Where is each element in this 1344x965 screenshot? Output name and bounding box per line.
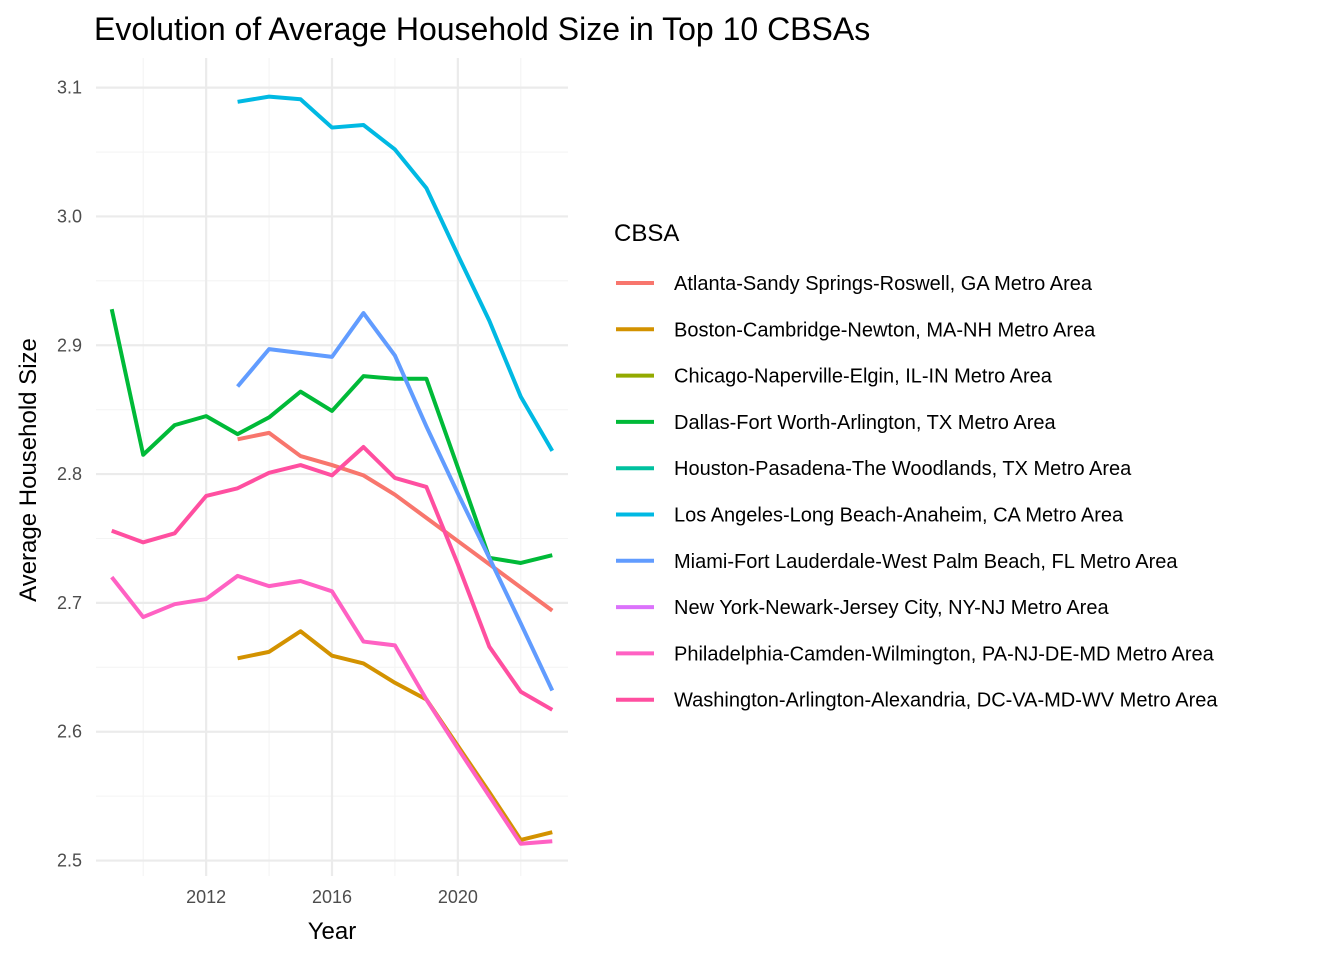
x-axis-title: Year bbox=[308, 918, 357, 945]
legend-label: Miami-Fort Lauderdale-West Palm Beach, F… bbox=[674, 551, 1178, 573]
x-tick-label: 2012 bbox=[186, 887, 226, 907]
legend-label: New York-Newark-Jersey City, NY-NJ Metro… bbox=[674, 597, 1109, 619]
legend-label: Dallas-Fort Worth-Arlington, TX Metro Ar… bbox=[674, 412, 1056, 434]
legend-items: Atlanta-Sandy Springs-Roswell, GA Metro … bbox=[616, 273, 1218, 712]
legend-label: Los Angeles-Long Beach-Anaheim, CA Metro… bbox=[674, 505, 1124, 527]
legend-label: Philadelphia-Camden-Wilmington, PA-NJ-DE… bbox=[674, 643, 1215, 665]
series-line bbox=[237, 94, 554, 452]
x-tick-label: 2016 bbox=[312, 887, 352, 907]
legend-label: Houston-Pasadena-The Woodlands, TX Metro… bbox=[674, 458, 1132, 480]
x-axis-ticks: 2012 2016 2020 bbox=[186, 887, 478, 907]
y-tick-label: 2.6 bbox=[57, 722, 82, 742]
y-tick-label: 2.9 bbox=[57, 335, 82, 355]
series-line bbox=[110, 573, 553, 846]
series-lines bbox=[109, 94, 555, 846]
y-tick-label: 2.7 bbox=[57, 593, 82, 613]
series-line bbox=[111, 445, 554, 712]
y-tick-label: 3.1 bbox=[57, 78, 82, 98]
legend-label: Boston-Cambridge-Newton, MA-NH Metro Are… bbox=[674, 319, 1096, 341]
series-line bbox=[109, 308, 553, 565]
legend-label: Washington-Arlington-Alexandria, DC-VA-M… bbox=[674, 690, 1218, 712]
legend-label: Atlanta-Sandy Springs-Roswell, GA Metro … bbox=[674, 273, 1093, 295]
series-line bbox=[236, 311, 555, 692]
legend-label: Chicago-Naperville-Elgin, IL-IN Metro Ar… bbox=[674, 366, 1053, 388]
y-tick-label: 2.5 bbox=[57, 851, 82, 871]
series-line bbox=[237, 629, 553, 842]
y-tick-label: 2.8 bbox=[57, 464, 82, 484]
chart-title: Evolution of Average Household Size in T… bbox=[94, 11, 870, 47]
legend-title: CBSA bbox=[614, 220, 679, 247]
y-axis-title: Average Household Size bbox=[15, 338, 42, 602]
y-tick-label: 3.0 bbox=[57, 206, 82, 226]
series-line bbox=[237, 430, 554, 613]
x-tick-label: 2020 bbox=[438, 887, 478, 907]
y-axis-ticks: 2.5 2.6 2.7 2.8 2.9 3.0 3.1 bbox=[57, 78, 82, 871]
legend: CBSA Atlanta-Sandy Springs-Roswell, GA M… bbox=[614, 220, 1218, 712]
